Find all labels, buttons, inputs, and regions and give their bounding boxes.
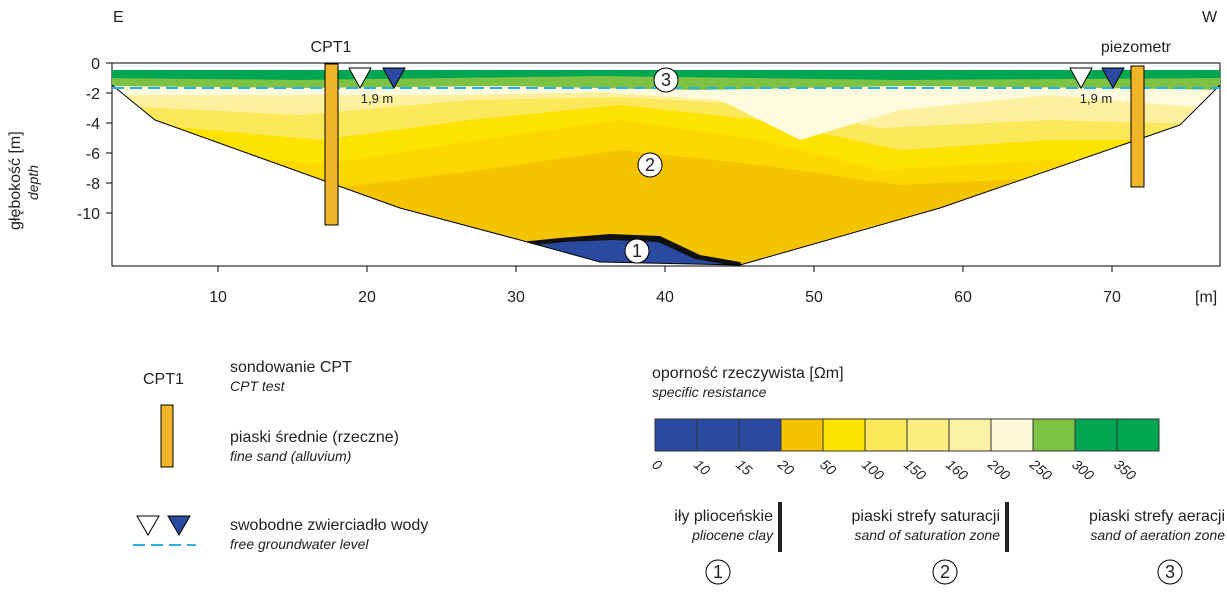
page: {"section": { "direction_left": "E", "di… [0,0,1227,587]
direction-label: E [113,9,124,26]
legend-title: piaski średnie (rzeczne) [230,429,399,446]
figure: E W CPT1 piezometr 1,9 m 1,9 m 3 2 1 0 -2… [0,0,1227,587]
scale-label: 300 [1069,456,1097,483]
zone-number: 2 [645,155,655,175]
scale-swatch [1033,419,1075,451]
zone-number: 2 [940,562,950,582]
zone-number: 3 [661,70,671,90]
zone-subtitle: sand of saturation zone [854,527,1000,543]
scale-label: 200 [984,455,1013,483]
zone-number: 1 [713,562,723,582]
y-axis-title: głębokość [m] [7,131,24,230]
direction-label: W [1202,9,1218,26]
x-tick-label: 50 [805,289,823,306]
zone-subtitle: sand of aeration zone [1090,527,1225,543]
zone-number: 3 [1165,562,1175,582]
zone-divider [1005,502,1009,552]
scale-label: 350 [1111,456,1139,483]
legend-title: swobodne zwierciadło wody [230,517,428,534]
legend-title: sondowanie CPT [230,359,352,376]
legend-sand-symbol [161,405,173,467]
scale-swatch [1075,419,1117,451]
scale-swatch [991,419,1033,451]
water-level-label: 1,9 m [361,91,394,106]
x-tick-label: 20 [358,289,376,306]
cpt-label: CPT1 [311,39,352,56]
y-tick-label: -4 [86,116,100,133]
cpt-bar [325,64,338,225]
scale-swatch [823,419,865,451]
zone-title: piaski strefy saturacji [852,508,1001,525]
x-tick-label: 40 [656,289,674,306]
zone-legend: iły plioceńskie pliocene clay 1 piaski stre… [674,502,1227,584]
legend-water-symbol [168,516,190,535]
x-tick-label: 70 [1103,289,1121,306]
y-tick-label: -6 [86,146,100,163]
scale-swatch [781,419,823,451]
scale-label: 0 [649,456,665,473]
resistivity-section [100,60,1227,280]
legend-subtitle: fine sand (alluvium) [230,448,351,464]
legend-subtitle: CPT test [230,378,286,394]
x-tick-label: 10 [209,289,227,306]
scale-swatch [907,419,949,451]
x-tick-label: 60 [954,289,972,306]
scale-swatch [739,419,781,451]
scale-label: 160 [943,456,971,483]
x-tick-label: 30 [507,289,525,306]
scale-label: 15 [733,456,755,478]
zone-title: iły plioceńskie [674,508,773,525]
scale-subtitle: specific resistance [652,384,767,400]
scale-label: 150 [901,456,929,483]
legend-water-symbol [137,516,159,535]
scale-label: 100 [859,456,887,483]
y-tick-label: -2 [86,86,100,103]
scale-label: 20 [774,455,797,478]
scale-swatch [697,419,739,451]
scale-swatch [949,419,991,451]
scale-swatch [655,419,697,451]
legend-cpt-symbol: CPT1 [143,371,184,388]
scale-swatch [865,419,907,451]
scale-label: 50 [817,456,839,478]
y-axis-subtitle: depth [25,165,41,200]
y-tick-label: -10 [77,206,100,223]
zone-subtitle: pliocene clay [691,527,774,543]
zone-number: 1 [632,241,642,261]
legend-subtitle: free groundwater level [230,536,369,552]
scale-label: 250 [1026,455,1055,483]
x-axis-unit: [m] [1195,289,1217,306]
y-tick-label: -8 [86,176,100,193]
scale-label: 10 [691,456,713,478]
piezometer-bar [1131,66,1144,187]
scale-title: oporność rzeczywista [Ωm] [652,365,844,382]
y-tick-label: 0 [91,56,100,73]
scale-swatch [1117,419,1159,451]
zone-title: piaski strefy aeracji [1089,508,1225,525]
piezometer-label: piezometr [1101,39,1172,56]
zone-divider [778,502,782,552]
water-level-label: 1,9 m [1080,91,1113,106]
color-scale: 0 10 15 20 50 100 150 160 200 250 300 350 [649,419,1159,483]
